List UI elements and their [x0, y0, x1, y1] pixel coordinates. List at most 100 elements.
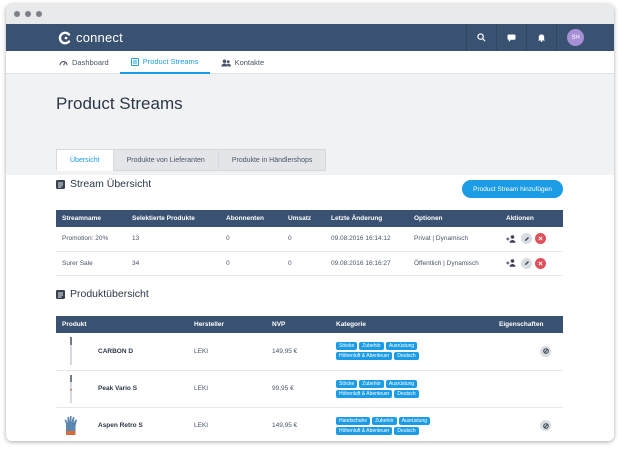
selected-products: 34	[126, 251, 220, 276]
delete-button[interactable]	[535, 233, 546, 245]
search-button[interactable]	[466, 24, 496, 51]
add-subscriber-button[interactable]	[506, 233, 518, 244]
connect-logo-icon	[58, 31, 71, 44]
list-icon	[130, 57, 139, 66]
gauge-icon	[59, 61, 68, 66]
actions-cell	[500, 251, 563, 276]
category-tag: Handschuhe	[336, 416, 371, 425]
price: 99,95 €	[266, 370, 330, 408]
user-menu[interactable]: SH	[556, 24, 594, 51]
sliders-icon	[542, 422, 549, 429]
nav-item-label: Dashboard	[72, 58, 109, 67]
section-title: Stream Übersicht	[70, 178, 152, 190]
nav-item-kontakte[interactable]: Kontakte	[210, 51, 276, 74]
nav-item-product-streams[interactable]: Product Streams	[119, 51, 210, 74]
messages-button[interactable]	[496, 24, 526, 51]
category-tag: Stöcke	[336, 342, 358, 351]
add-subscriber-button[interactable]	[506, 258, 518, 269]
top-icon-group: SH	[466, 24, 614, 51]
revenue: 0	[282, 227, 325, 252]
tab-uebersicht[interactable]: Übersicht	[56, 149, 114, 171]
nav-item-dashboard[interactable]: Dashboard	[48, 51, 120, 74]
product-thumbnail	[62, 336, 80, 366]
add-product-stream-button[interactable]: Product Stream hinzufügen	[462, 180, 563, 198]
product-table: Produkt Hersteller NVP Kategorie Eigensc…	[56, 316, 563, 441]
stream-table: Streamname Selektierte Produkte Abonnent…	[56, 210, 563, 276]
document-icon	[56, 289, 65, 299]
actions-cell	[500, 227, 563, 252]
product-cell: CARBON D	[56, 333, 188, 371]
product-name[interactable]: CARBON D	[98, 347, 134, 355]
column-header[interactable]: Umsatz	[282, 210, 325, 227]
table-row[interactable]: CARBON D LEKI 149,95 € Stöcke Zubehör Au…	[56, 333, 563, 371]
stream-section-heading: Stream Übersicht	[56, 178, 151, 190]
category-tag: Zubehör	[359, 379, 384, 388]
edit-button[interactable]	[521, 233, 532, 245]
last-changed: 09.08.2016 16:16:27	[325, 251, 408, 276]
last-changed: 09.08.2016 16:14:12	[325, 227, 408, 252]
tab-produkte-von-lieferanten[interactable]: Produkte von Lieferanten	[112, 149, 219, 171]
table-header-row: Produkt Hersteller NVP Kategorie Eigensc…	[56, 316, 563, 333]
column-header[interactable]: Optionen	[408, 210, 500, 227]
subscribers: 0	[220, 227, 282, 252]
table-row[interactable]: Aspen Retro S LEKI 149,95 € Handschuhe Z…	[56, 407, 563, 441]
column-header[interactable]: Abonnenten	[220, 210, 282, 227]
glove-icon	[64, 415, 77, 435]
window-dot[interactable]	[14, 11, 20, 17]
column-header[interactable]: NVP	[266, 316, 330, 333]
product-name[interactable]: Aspen Retro S	[98, 422, 143, 429]
column-header[interactable]: Letzte Änderung	[325, 210, 408, 227]
category-tag: Stöcke	[336, 379, 358, 388]
selected-products: 13	[126, 227, 220, 252]
category-tag: Deutsch	[394, 426, 419, 435]
column-header: Eigenschaften	[493, 316, 563, 333]
column-header[interactable]: Kategorie	[330, 316, 493, 333]
delete-button[interactable]	[535, 257, 546, 269]
column-header[interactable]: Selektierte Produkte	[126, 210, 220, 227]
manufacturer: LEKI	[188, 333, 266, 371]
tab-produkte-in-haendlershops[interactable]: Produkte in Händlershops	[217, 149, 327, 171]
table-row[interactable]: Peak Vario S LEKI 99,95 € Stöcke Zubehör…	[56, 370, 563, 408]
bell-icon	[537, 34, 546, 42]
properties-cell	[493, 370, 563, 408]
window-dot[interactable]	[36, 11, 42, 17]
edit-button[interactable]	[521, 257, 532, 269]
column-header[interactable]: Hersteller	[188, 316, 266, 333]
product-name[interactable]: Peak Vario S	[98, 385, 138, 392]
chat-icon	[507, 33, 516, 42]
tab-bar: Übersicht Produkte von Lieferanten Produ…	[56, 149, 327, 171]
section-title: Produktübersicht	[70, 288, 149, 300]
add-user-icon	[506, 259, 516, 267]
avatar[interactable]: SH	[567, 29, 584, 46]
product-section-heading: Produktübersicht	[56, 288, 149, 300]
category-tag: Deutsch	[394, 389, 419, 398]
category-tag: Ausrüstung	[385, 379, 418, 388]
table-header-row: Streamname Selektierte Produkte Abonnent…	[56, 210, 563, 227]
column-header[interactable]: Streamname	[56, 210, 126, 227]
add-user-icon	[506, 234, 516, 243]
category-tag: Deutsch	[394, 352, 419, 361]
app-logo[interactable]: connect	[58, 30, 123, 45]
properties-button[interactable]	[540, 420, 551, 431]
document-icon	[56, 179, 65, 189]
nav-item-label: Product Streams	[142, 57, 199, 66]
window-dot[interactable]	[25, 11, 31, 17]
table-row[interactable]: Promotion: 20% 13 0 0 09.08.2016 16:14:1…	[56, 227, 563, 252]
table-row[interactable]: Surer Sale 34 0 0 09.08.2016 16:16:27 Öf…	[56, 251, 563, 276]
revenue: 0	[282, 251, 325, 276]
category-cell: Stöcke Zubehör Ausrüstung Höhenluft & Ab…	[330, 370, 493, 408]
notifications-button[interactable]	[526, 24, 556, 51]
category-tag: Zubehör	[359, 342, 384, 351]
close-icon	[538, 260, 543, 266]
column-header[interactable]: Produkt	[56, 316, 188, 333]
product-thumbnail	[62, 411, 80, 441]
trekking-pole-icon	[70, 337, 72, 366]
subscribers: 0	[220, 251, 282, 276]
properties-button[interactable]	[540, 345, 551, 357]
category-cell: Handschuhe Zubehör Ausrüstung Höhenluft …	[330, 407, 493, 441]
category-tag: Ausrüstung	[398, 416, 430, 425]
sliders-icon	[542, 348, 549, 355]
stream-name: Promotion: 20%	[56, 227, 126, 252]
stream-name: Surer Sale	[56, 251, 126, 276]
price: 149,95 €	[266, 407, 330, 441]
